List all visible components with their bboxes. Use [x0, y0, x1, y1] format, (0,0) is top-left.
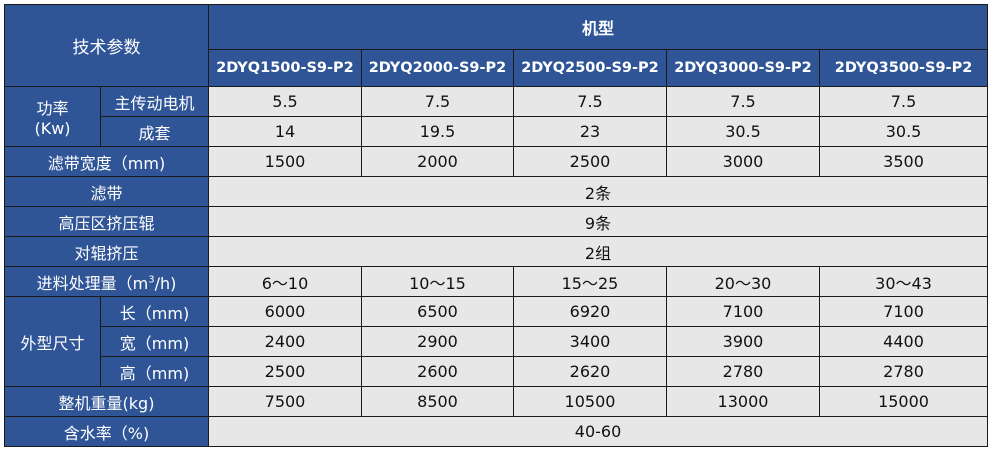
cell: 7100	[666, 296, 820, 327]
cell: 15～25	[513, 266, 667, 297]
row-label: 对辊挤压	[4, 236, 209, 267]
cell: 1500	[208, 146, 362, 177]
table-row: 成套 14 19.5 23 30.5 30.5	[5, 116, 989, 147]
model-header: 2DYQ2000-S9-P2	[361, 49, 514, 87]
table-row: 高压区挤压辊 9条	[4, 206, 989, 237]
cell: 13000	[666, 386, 820, 417]
table-row: 外型尺寸 长（mm) 6000 6500 6920 7100 7100	[4, 296, 989, 387]
throughput-label-sup: 3	[148, 274, 155, 286]
cell: 7.5	[666, 86, 820, 117]
cell: 10～15	[361, 266, 514, 297]
cell: 3500	[818, 146, 989, 177]
cell: 23	[513, 116, 667, 147]
cell: 3900	[666, 326, 820, 357]
cell: 6920	[513, 296, 667, 327]
table-row: 滤带 2条	[4, 176, 989, 207]
cell: 2500	[513, 146, 667, 177]
table-row: 宽（mm) 2400 2900 3400 3900 4400	[5, 326, 989, 357]
cell: 7100	[818, 296, 989, 327]
cell: 2620	[513, 356, 667, 387]
cell: 15000	[818, 386, 989, 417]
row-label: 成套	[100, 116, 209, 147]
table-row: 功率 (Kw) 主传动电机 5.5 7.5 7.5 7.5 7.5	[4, 86, 989, 147]
table-row: 高（mm) 2500 2600 2620 2780 2780	[5, 356, 989, 387]
cell: 40-60	[207, 416, 989, 447]
table-row: 滤带宽度（mm) 1500 2000 2500 3000 3500	[4, 146, 989, 177]
cell: 7.5	[513, 86, 667, 117]
cell: 2条	[207, 176, 989, 207]
cell: 2400	[208, 326, 362, 357]
model-group-header: 机型	[207, 4, 989, 50]
cell: 6000	[208, 296, 362, 327]
cell: 2900	[361, 326, 514, 357]
dimensions-label: 外型尺寸	[4, 296, 101, 387]
cell: 5.5	[208, 86, 362, 117]
row-label: 宽（mm)	[100, 326, 209, 357]
row-label: 整机重量(kg)	[4, 386, 209, 417]
power-label: 功率 (Kw)	[4, 86, 101, 147]
row-label: 进料处理量（m3/h)	[4, 266, 209, 297]
cell: 3000	[666, 146, 820, 177]
cell: 2780	[818, 356, 989, 387]
power-label-line1: 功率	[36, 99, 69, 118]
row-label: 含水率（%)	[4, 416, 209, 447]
cell: 2000	[361, 146, 514, 177]
row-label: 高压区挤压辊	[4, 206, 209, 237]
cell: 14	[208, 116, 362, 147]
throughput-label: 进料处理量（m	[36, 273, 149, 293]
model-header: 2DYQ3000-S9-P2	[666, 49, 820, 87]
row-label: 高（mm)	[100, 356, 209, 387]
cell: 30.5	[666, 116, 820, 147]
cell: 7.5	[818, 86, 989, 117]
cell: 3400	[513, 326, 667, 357]
cell: 6～10	[208, 266, 362, 297]
cell: 20～30	[666, 266, 820, 297]
throughput-label-unit: /h)	[154, 273, 177, 293]
cell: 7500	[208, 386, 362, 417]
row-label: 主传动电机	[100, 86, 209, 117]
cell: 7.5	[361, 86, 514, 117]
cell: 9条	[207, 206, 989, 237]
cell: 30.5	[818, 116, 989, 147]
power-label-line2: (Kw)	[34, 119, 71, 138]
spec-table: 技术参数 机型 2DYQ1500-S9-P2 2DYQ2000-S9-P2 2D…	[4, 4, 989, 447]
param-header: 技术参数	[4, 4, 209, 87]
cell: 2组	[207, 236, 989, 267]
row-label: 滤带宽度（mm)	[4, 146, 209, 177]
table-row: 对辊挤压 2组	[4, 236, 989, 267]
table-row: 进料处理量（m3/h) 6～10 10～15 15～25 20～30 30～43	[4, 266, 989, 297]
cell: 2500	[208, 356, 362, 387]
cell: 10500	[513, 386, 667, 417]
table-row: 整机重量(kg) 7500 8500 10500 13000 15000	[4, 386, 989, 417]
model-header: 2DYQ1500-S9-P2	[208, 49, 362, 87]
table-row: 含水率（%) 40-60	[4, 416, 989, 447]
model-header: 2DYQ2500-S9-P2	[513, 49, 667, 87]
row-label: 滤带	[4, 176, 209, 207]
cell: 4400	[818, 326, 989, 357]
cell: 30～43	[818, 266, 989, 297]
cell: 8500	[361, 386, 514, 417]
cell: 6500	[361, 296, 514, 327]
cell: 2600	[361, 356, 514, 387]
cell: 19.5	[361, 116, 514, 147]
model-header: 2DYQ3500-S9-P2	[818, 49, 989, 87]
row-label: 长（mm)	[100, 296, 209, 327]
cell: 2780	[666, 356, 820, 387]
